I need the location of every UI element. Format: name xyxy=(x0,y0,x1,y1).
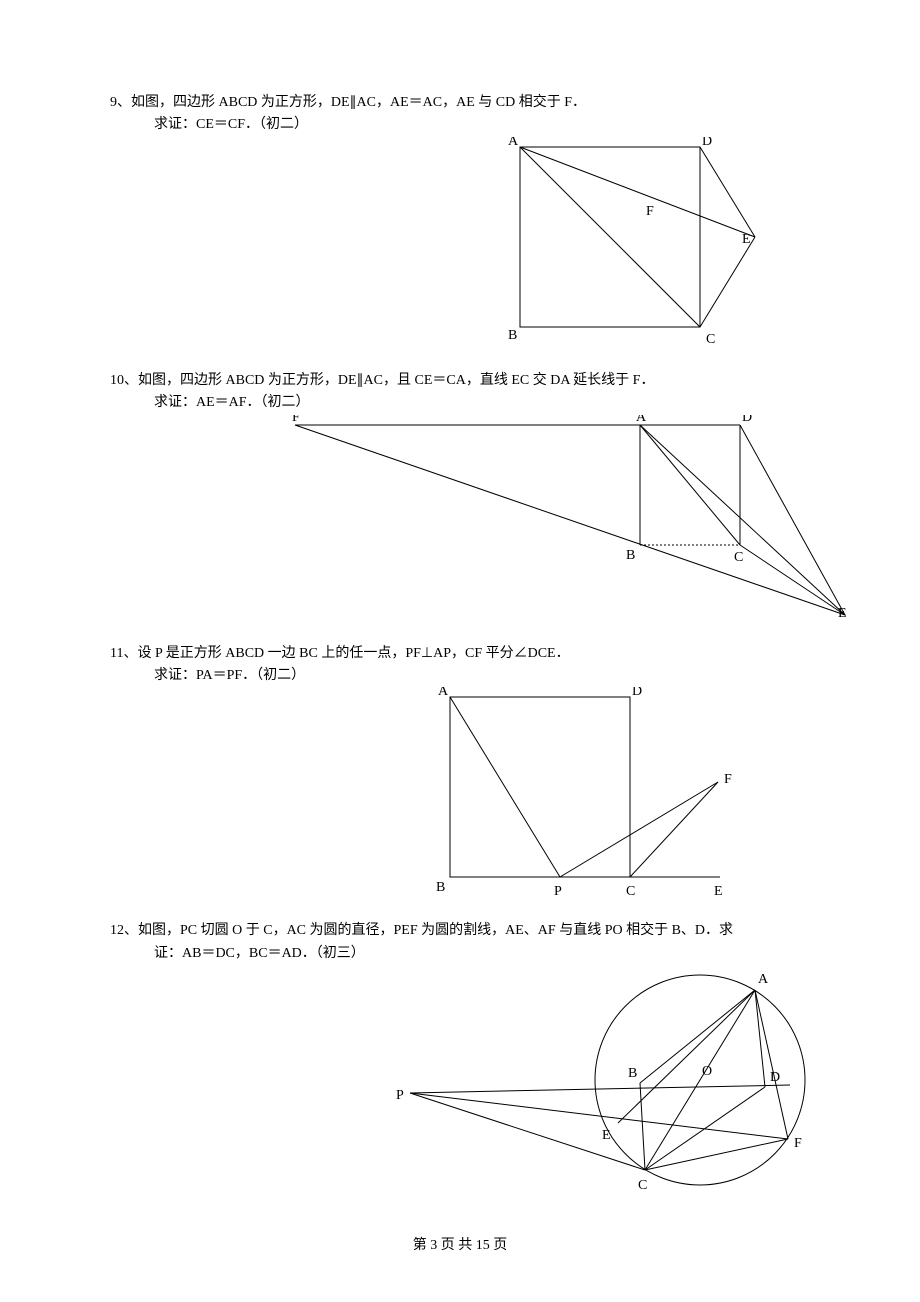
svg-text:B: B xyxy=(508,328,517,343)
figure-9: A D B C E F xyxy=(500,137,760,352)
problem-11: 11、设 P 是正方形 ABCD 一边 BC 上的任一点，PF⊥AP，CF 平分… xyxy=(110,643,810,903)
problem-9-line2: 求证：CE＝CF．（初二） xyxy=(110,114,810,136)
problem-11-number: 11、 xyxy=(110,646,137,661)
problem-10-number: 10、 xyxy=(110,373,138,388)
problem-9-line1: 如图，四边形 ABCD 为正方形，DE∥AC，AE＝AC，AE 与 CD 相交于… xyxy=(131,95,586,110)
svg-text:P: P xyxy=(396,1088,404,1103)
problem-12-number: 12、 xyxy=(110,923,138,938)
problem-11-text: 11、设 P 是正方形 ABCD 一边 BC 上的任一点，PF⊥AP，CF 平分… xyxy=(110,643,810,665)
problem-12-text: 12、如图，PC 切圆 O 于 C，AC 为圆的直径，PEF 为圆的割线，AE、… xyxy=(110,920,810,942)
problem-11-line2: 求证：PA＝PF．（初二） xyxy=(110,665,810,687)
svg-text:A: A xyxy=(438,687,449,699)
problem-10-text: 10、如图，四边形 ABCD 为正方形，DE∥AC，且 CE＝CA，直线 EC … xyxy=(110,370,810,392)
svg-text:C: C xyxy=(638,1178,647,1193)
svg-text:E: E xyxy=(714,884,723,899)
svg-text:A: A xyxy=(508,137,519,149)
svg-text:C: C xyxy=(626,884,635,899)
problem-12: 12、如图，PC 切圆 O 于 C，AC 为圆的直径，PEF 为圆的割线，AE、… xyxy=(110,920,810,1205)
problem-10-line1: 如图，四边形 ABCD 为正方形，DE∥AC，且 CE＝CA，直线 EC 交 D… xyxy=(138,373,654,388)
svg-text:E: E xyxy=(742,232,751,247)
problem-12-line1: 如图，PC 切圆 O 于 C，AC 为圆的直径，PEF 为圆的割线，AE、AF … xyxy=(138,923,733,938)
svg-text:P: P xyxy=(554,884,562,899)
svg-text:O: O xyxy=(702,1064,712,1079)
problem-9: 9、如图，四边形 ABCD 为正方形，DE∥AC，AE＝AC，AE 与 CD 相… xyxy=(110,92,810,352)
svg-text:A: A xyxy=(636,415,647,425)
svg-text:E: E xyxy=(602,1128,611,1143)
svg-text:B: B xyxy=(626,548,635,563)
svg-text:F: F xyxy=(292,415,300,425)
problem-9-text: 9、如图，四边形 ABCD 为正方形，DE∥AC，AE＝AC，AE 与 CD 相… xyxy=(110,92,810,114)
page: 9、如图，四边形 ABCD 为正方形，DE∥AC，AE＝AC，AE 与 CD 相… xyxy=(0,0,920,1302)
figure-12: A C O P B D E F xyxy=(370,965,830,1205)
page-footer: 第 3 页 共 15 页 xyxy=(0,1234,920,1254)
figure-11: A D B C P E F xyxy=(430,687,760,902)
svg-text:B: B xyxy=(436,880,445,895)
svg-text:F: F xyxy=(724,772,732,787)
problem-10-line2: 求证：AE＝AF．（初二） xyxy=(110,392,810,414)
problem-11-line1: 设 P 是正方形 ABCD 一边 BC 上的任一点，PF⊥AP，CF 平分∠DC… xyxy=(137,646,569,661)
svg-text:D: D xyxy=(770,1070,780,1085)
svg-text:C: C xyxy=(706,332,715,347)
svg-text:C: C xyxy=(734,550,743,565)
svg-text:D: D xyxy=(632,687,642,699)
svg-text:B: B xyxy=(628,1066,637,1081)
svg-text:A: A xyxy=(758,972,769,987)
problem-12-line2: 证：AB＝DC，BC＝AD．（初三） xyxy=(110,943,810,965)
figure-10: A D B C E F xyxy=(290,415,850,625)
svg-text:D: D xyxy=(742,415,752,425)
svg-text:F: F xyxy=(794,1136,802,1151)
problem-9-number: 9、 xyxy=(110,95,131,110)
problem-10: 10、如图，四边形 ABCD 为正方形，DE∥AC，且 CE＝CA，直线 EC … xyxy=(110,370,810,625)
svg-text:E: E xyxy=(838,606,847,621)
svg-text:F: F xyxy=(646,204,654,219)
svg-text:D: D xyxy=(702,137,712,149)
